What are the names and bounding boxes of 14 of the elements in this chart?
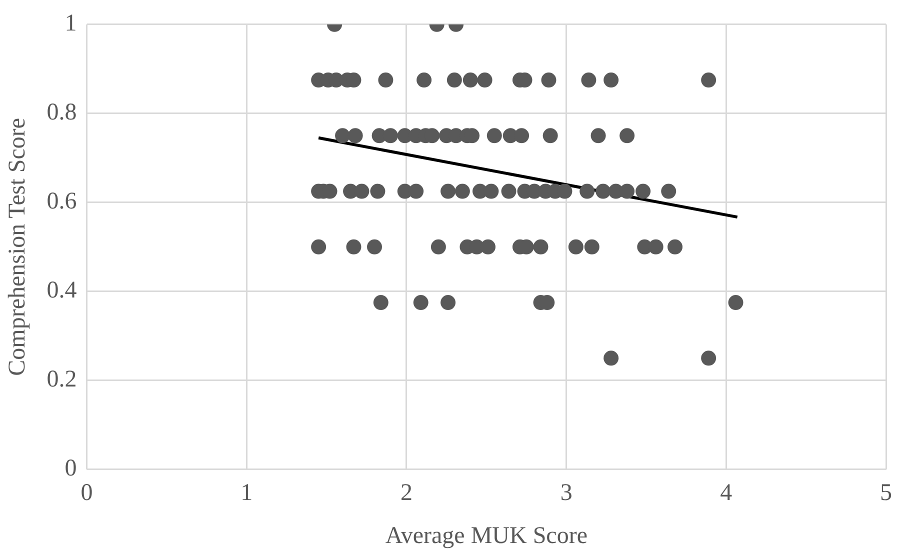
y-axis-title: Comprehension Test Score	[4, 118, 31, 376]
x-tick-label: 2	[400, 480, 412, 506]
y-tick-label: 1	[64, 10, 77, 37]
x-tick-label: 0	[80, 480, 93, 506]
y-tick-label: 0.4	[46, 278, 77, 304]
x-axis-title: Average MUK Score	[385, 522, 588, 549]
y-tick-label: 0	[64, 456, 77, 482]
x-tick-label: 1	[240, 480, 253, 506]
x-tick-label: 5	[880, 480, 892, 506]
x-tick-label: 4	[720, 480, 732, 506]
x-tick-label: 3	[560, 480, 572, 506]
y-tick-label: 0.6	[46, 188, 77, 215]
y-tick-label: 0.2	[46, 366, 77, 393]
y-tick-label: 0.8	[46, 100, 77, 126]
